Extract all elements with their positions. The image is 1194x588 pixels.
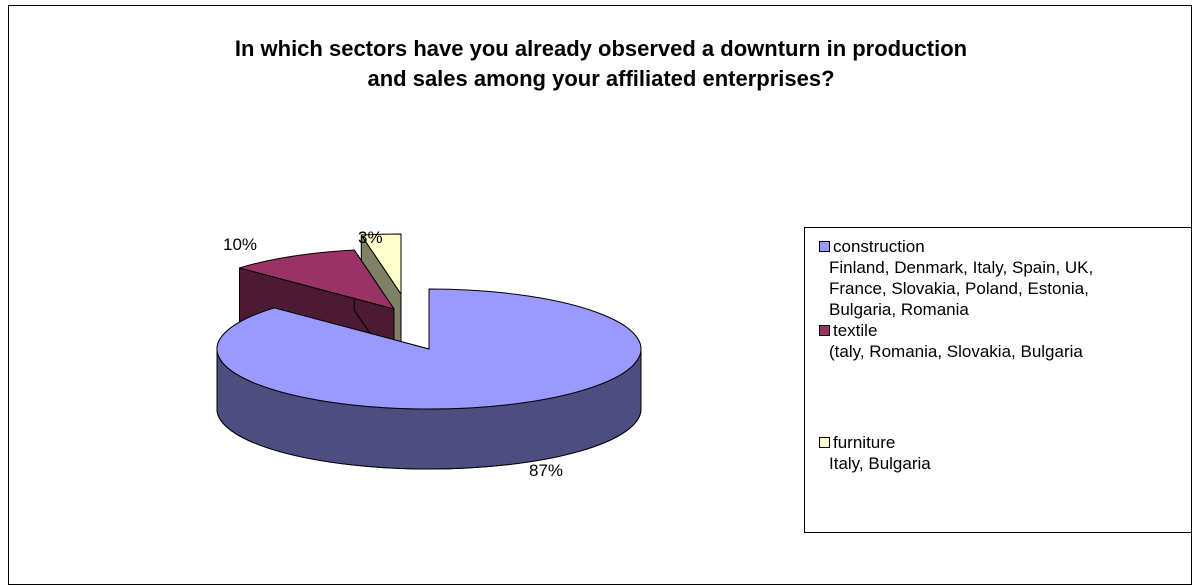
data-label-textile: 10% — [223, 235, 257, 254]
pie-slice-furniture — [360, 233, 402, 295]
data-label-furniture: 3% — [358, 228, 383, 247]
legend-label-construction: construction — [833, 237, 925, 256]
legend-detail-construction-1: Finland, Denmark, Italy, Spain, UK, — [829, 258, 1094, 277]
chart-title: In which sectors have you already observ… — [9, 34, 1193, 94]
legend-detail-furniture-1: Italy, Bulgaria — [829, 454, 931, 473]
chart-area: In which sectors have you already observ… — [8, 5, 1192, 585]
legend-swatch-construction — [819, 241, 830, 252]
legend-detail-construction-2: France, Slovakia, Poland, Estonia, — [829, 279, 1089, 298]
pie-slice-construction — [216, 288, 642, 410]
legend-item-furniture: furniture Italy, Bulgaria — [819, 432, 1184, 474]
legend-detail-textile-1: (taly, Romania, Slovakia, Bulgaria — [829, 342, 1083, 361]
chart-title-line-1: In which sectors have you already observ… — [234, 36, 968, 61]
legend-label-textile: textile — [833, 321, 878, 340]
legend-detail-construction-3: Bulgaria, Romania — [829, 300, 969, 319]
pie-chart: 87% 10% 3% — [216, 228, 642, 480]
legend-swatch-textile — [819, 325, 830, 336]
legend-item-textile: textile (taly, Romania, Slovakia, Bulgar… — [819, 320, 1184, 362]
data-label-construction: 87% — [529, 461, 563, 480]
legend-swatch-furniture — [819, 437, 830, 448]
pie-slice-textile — [238, 249, 395, 310]
chart-title-line-2: and sales among your affiliated enterpri… — [367, 66, 835, 91]
pie-tops — [216, 233, 642, 410]
legend-item-construction: construction Finland, Denmark, Italy, Sp… — [819, 236, 1184, 320]
legend: construction Finland, Denmark, Italy, Sp… — [804, 227, 1192, 533]
legend-label-furniture: furniture — [833, 433, 896, 452]
